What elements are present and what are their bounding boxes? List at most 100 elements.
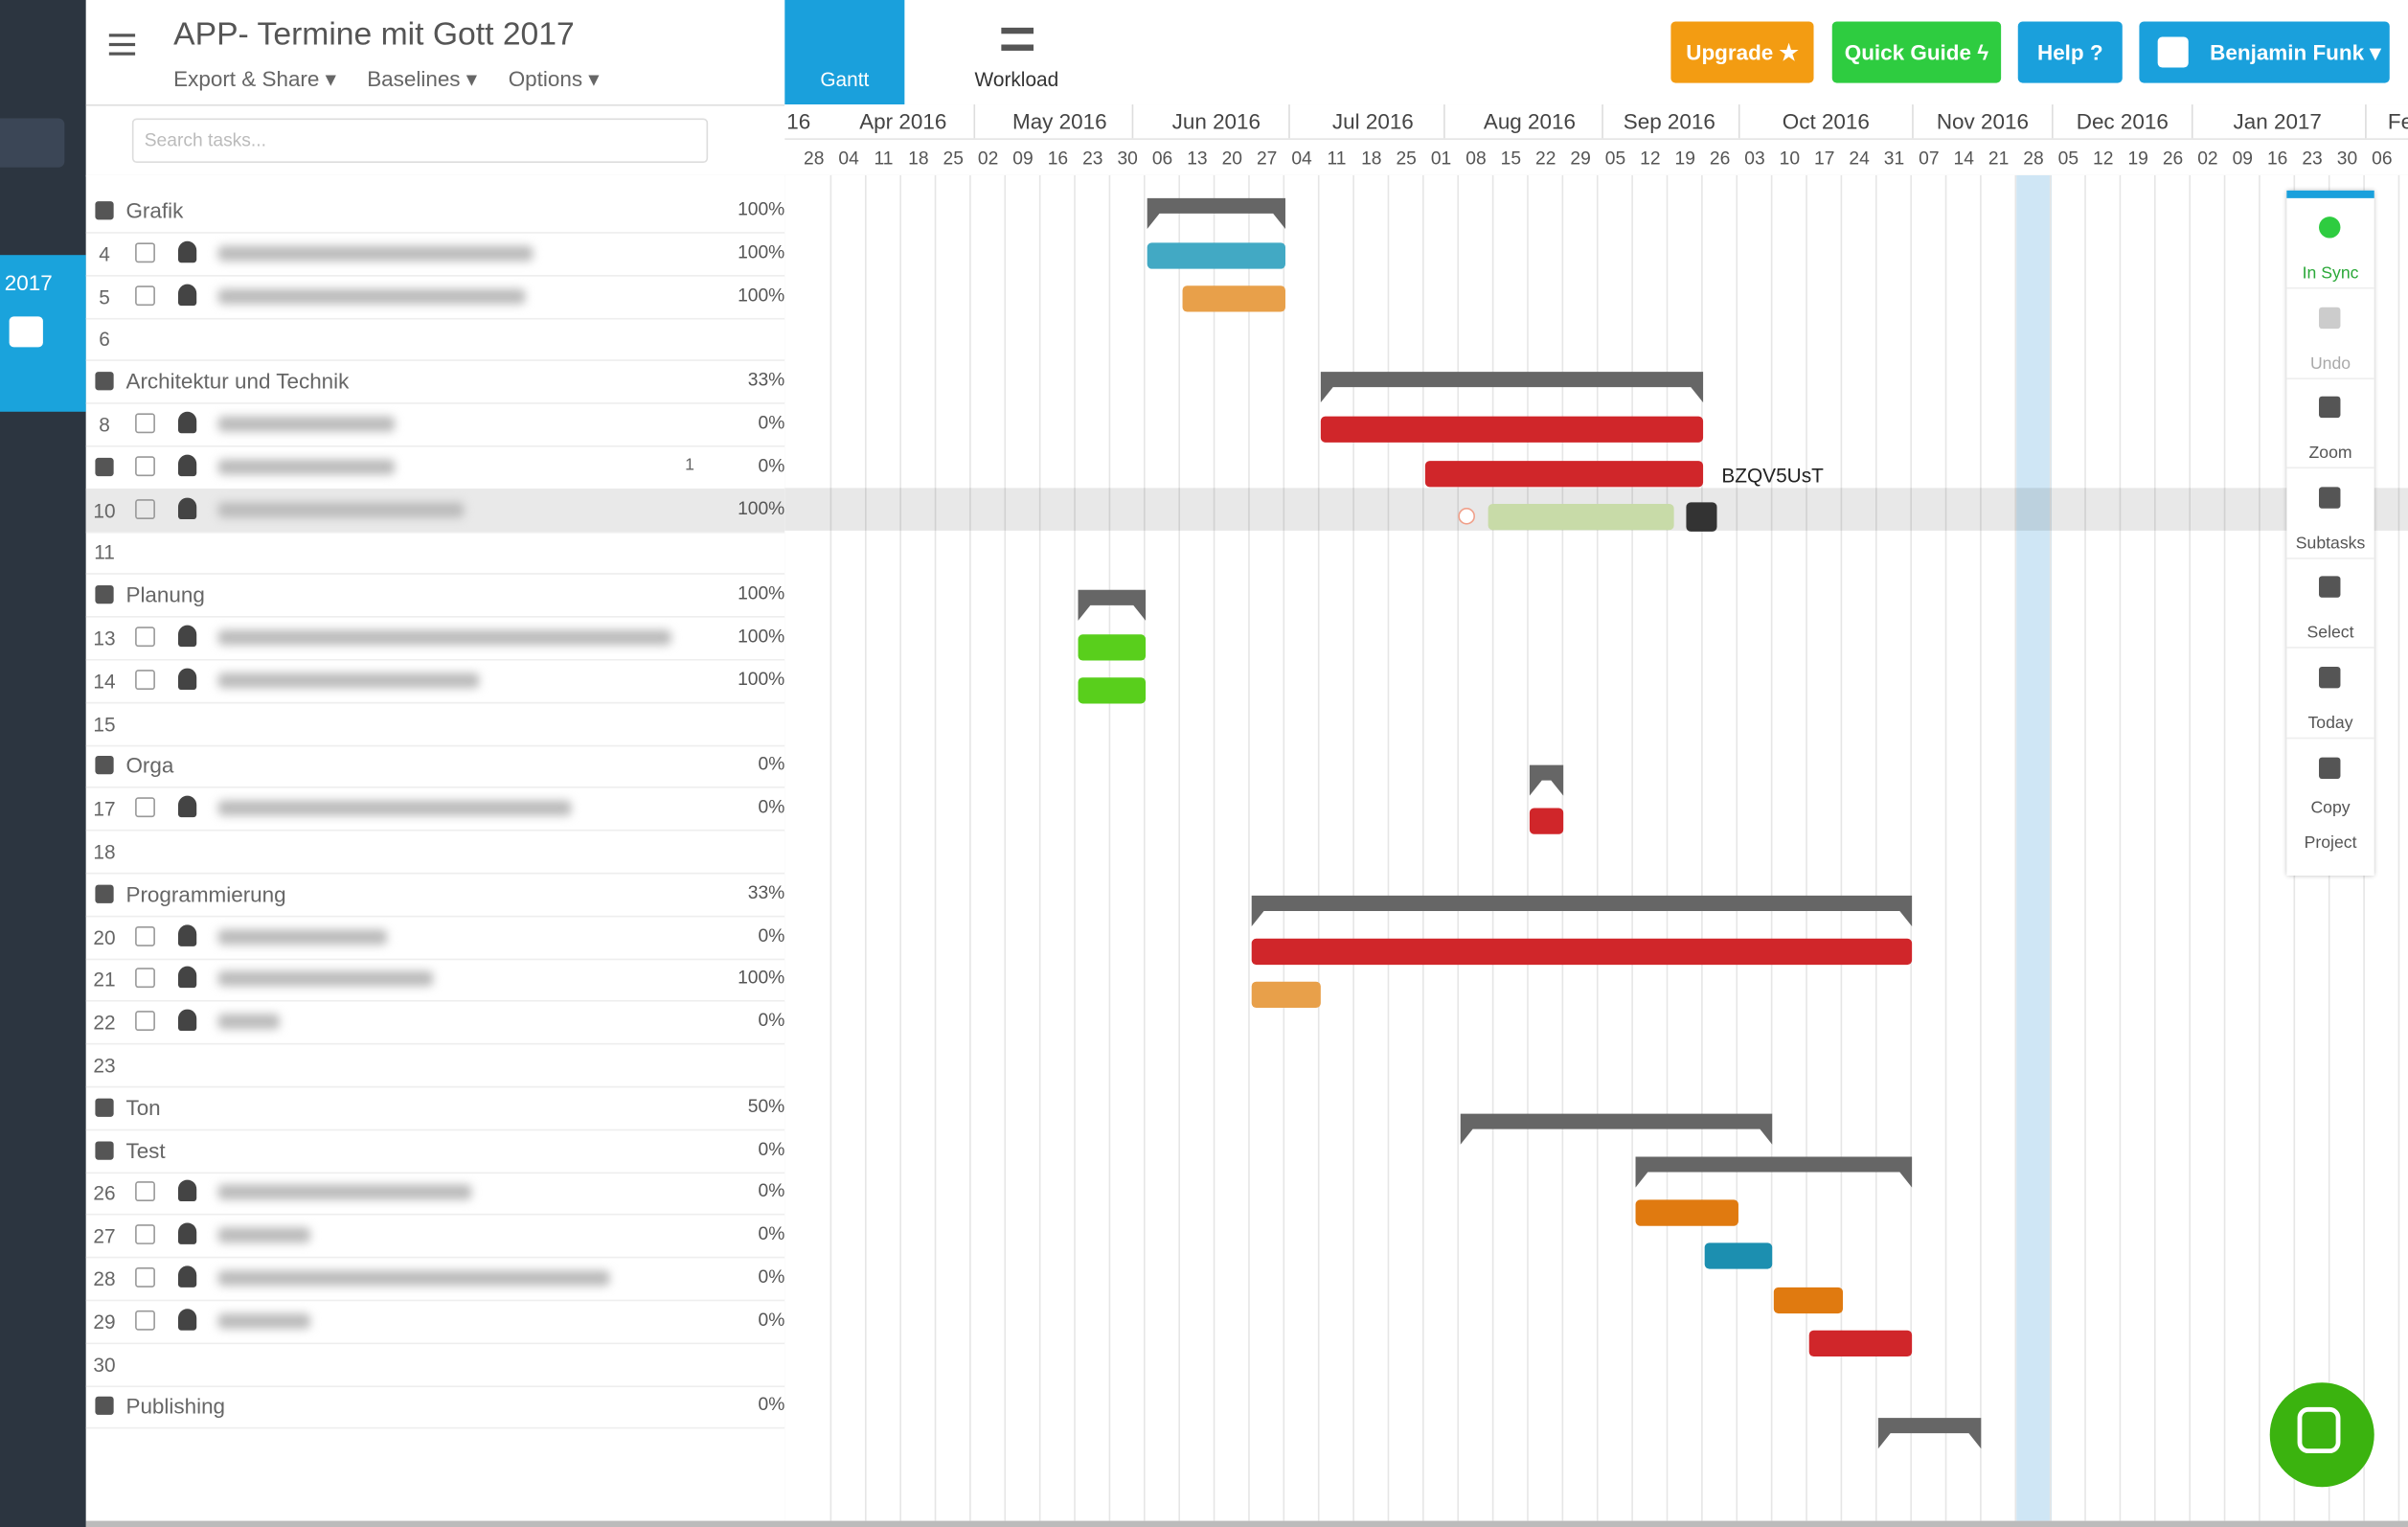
checkbox[interactable]: [135, 669, 155, 690]
collapse-icon[interactable]: [95, 585, 114, 604]
task-row[interactable]: 21 100%: [85, 958, 785, 1003]
week-label: 01: [1430, 147, 1452, 170]
task-row[interactable]: 28 0%: [85, 1257, 785, 1302]
search-input[interactable]: Search tasks...: [131, 118, 709, 163]
task-row[interactable]: Architektur und Technik 33%: [85, 360, 785, 405]
percent: 0%: [758, 1137, 785, 1160]
percent: 0%: [758, 1180, 785, 1202]
task-row[interactable]: Orga 0%: [85, 744, 785, 789]
collapse-icon[interactable]: [95, 756, 114, 775]
hamburger[interactable]: [108, 34, 136, 37]
tool-icon: [2319, 666, 2341, 689]
task-row[interactable]: 6: [85, 317, 785, 362]
tool-button[interactable]: Copy Project: [2286, 739, 2374, 852]
task-row[interactable]: 20 0%: [85, 915, 785, 960]
task-row[interactable]: 29 0%: [85, 1299, 785, 1344]
row-number: 29: [93, 1310, 116, 1333]
user-button[interactable]: Benjamin Funk ▾: [2139, 21, 2390, 83]
week-label: 28: [804, 147, 825, 170]
row-number: 6: [99, 328, 110, 352]
checkbox[interactable]: [135, 1181, 155, 1202]
menu[interactable]: Export & Share ▾: [173, 65, 336, 91]
task-row[interactable]: Ton 50%: [85, 1085, 785, 1130]
task-row[interactable]: Test 0%: [85, 1128, 785, 1174]
tool-button[interactable]: Today: [2286, 649, 2374, 740]
collapse-icon[interactable]: [95, 1397, 114, 1416]
task-header: APP- Termine mit Gott 2017: [85, 0, 785, 106]
tool-button[interactable]: Select: [2286, 558, 2374, 650]
task-row[interactable]: 10 100%: [85, 488, 785, 533]
tool-button[interactable]: In Sync: [2286, 198, 2374, 289]
task-row[interactable]: 11: [85, 531, 785, 576]
checkbox[interactable]: [135, 413, 155, 434]
task-bar: [1078, 634, 1147, 661]
collapse-icon[interactable]: [95, 884, 114, 903]
row-number: 15: [93, 712, 116, 736]
task-row[interactable]: 15: [85, 701, 785, 746]
checkbox[interactable]: [135, 1224, 155, 1245]
summary-bar: [1635, 1156, 1913, 1188]
tool-button[interactable]: Undo: [2286, 288, 2374, 379]
checkbox[interactable]: [135, 627, 155, 648]
week-label: 09: [2232, 147, 2254, 170]
tab-workload[interactable]: Workload: [940, 0, 1093, 104]
checkbox[interactable]: [135, 242, 155, 262]
tag-icon[interactable]: [9, 316, 43, 348]
task-row[interactable]: 27 0%: [85, 1214, 785, 1259]
tool-icon: [2319, 576, 2341, 599]
collapse-icon[interactable]: [95, 201, 114, 220]
tab-gantt[interactable]: Gantt: [784, 0, 905, 105]
task-row[interactable]: 22 0%: [85, 1000, 785, 1045]
tool-button[interactable]: Zoom: [2286, 378, 2374, 469]
week-label: 14: [1953, 147, 1974, 170]
task-row[interactable]: 1 0%: [85, 445, 785, 490]
checkbox[interactable]: [135, 968, 155, 989]
upgrade-button[interactable]: Upgrade ★: [1670, 21, 1814, 83]
task-name: [217, 672, 480, 689]
percent: 0%: [758, 411, 785, 434]
checkbox[interactable]: [135, 1011, 155, 1032]
row-number: 4: [99, 242, 110, 266]
checkbox[interactable]: [135, 925, 155, 946]
collapse-icon[interactable]: [95, 372, 114, 391]
week-label: 25: [1396, 147, 1417, 170]
week-label: 20: [1221, 147, 1242, 170]
checkbox[interactable]: [135, 455, 155, 476]
checkbox[interactable]: [135, 285, 155, 306]
assignee-icon: [177, 240, 197, 262]
task-row[interactable]: 30: [85, 1342, 785, 1387]
help-button[interactable]: Help ?: [2017, 21, 2123, 83]
collapse-icon[interactable]: [95, 1140, 114, 1160]
task-row[interactable]: 14 100%: [85, 659, 785, 704]
project-card[interactable]: 2017: [0, 255, 86, 412]
task-row[interactable]: 23: [85, 1043, 785, 1088]
task-row[interactable]: Planung 100%: [85, 573, 785, 618]
task-row[interactable]: 13 100%: [85, 616, 785, 661]
menu[interactable]: Options ▾: [508, 65, 600, 91]
task-row[interactable]: Grafik 100%: [85, 189, 785, 234]
chat-button[interactable]: [2269, 1382, 2374, 1488]
month-label: 16: [786, 108, 811, 134]
task-row[interactable]: Publishing 0%: [85, 1384, 785, 1429]
week-label: 05: [2057, 147, 2079, 170]
collapse-icon[interactable]: [95, 1098, 114, 1117]
quick-guide-button[interactable]: Quick Guide ϟ: [1831, 21, 2002, 83]
checkbox[interactable]: [135, 1266, 155, 1288]
task-row[interactable]: 17 0%: [85, 786, 785, 832]
checkbox[interactable]: [135, 797, 155, 818]
task-row[interactable]: Programmierung 33%: [85, 873, 785, 918]
task-row[interactable]: 18: [85, 830, 785, 875]
tool-button[interactable]: Subtasks: [2286, 468, 2374, 559]
percent: 100%: [738, 197, 785, 220]
percent: 0%: [758, 1308, 785, 1331]
expand-icon[interactable]: [95, 457, 114, 476]
menu[interactable]: Baselines ▾: [367, 65, 478, 91]
percent: 100%: [738, 668, 785, 690]
task-row[interactable]: 4 100%: [85, 232, 785, 277]
checkbox[interactable]: [135, 498, 155, 519]
task-row[interactable]: 5 100%: [85, 274, 785, 319]
checkbox[interactable]: [135, 1310, 155, 1331]
task-row[interactable]: 8 0%: [85, 402, 785, 447]
task-row[interactable]: 26 0%: [85, 1172, 785, 1217]
